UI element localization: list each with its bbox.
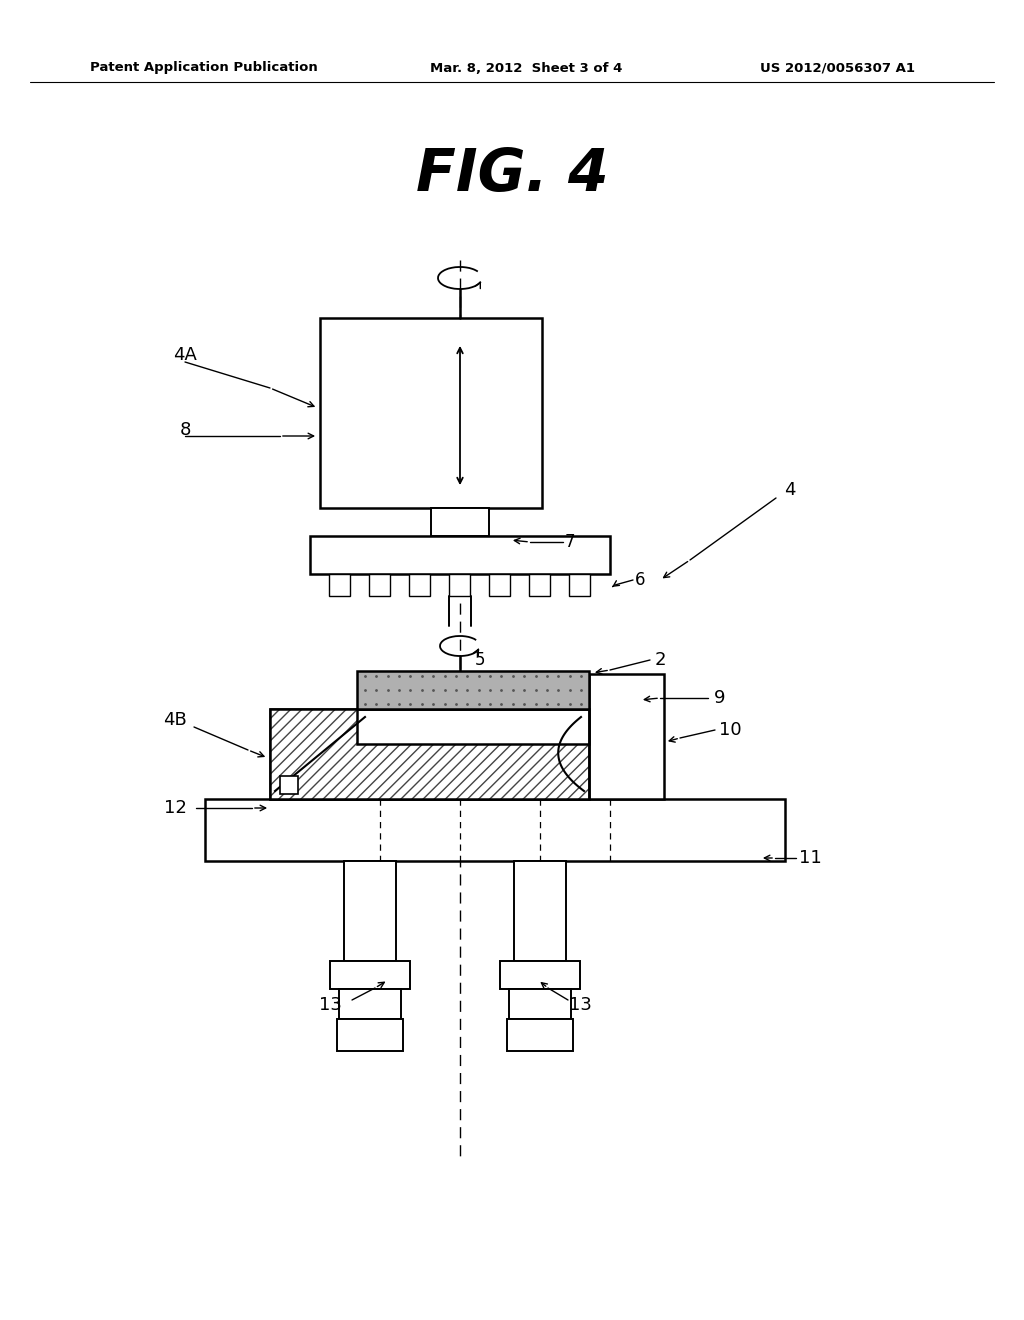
Bar [280, 776, 298, 795]
Bar [344, 861, 396, 961]
Bar [589, 675, 664, 799]
Bar [409, 574, 430, 597]
Bar [489, 574, 510, 597]
Text: 6: 6 [635, 572, 645, 589]
Text: 11: 11 [799, 849, 821, 867]
Bar [205, 799, 785, 861]
Bar [431, 508, 489, 536]
Text: 10: 10 [719, 721, 741, 739]
Text: 8: 8 [179, 421, 190, 440]
Bar [329, 574, 350, 597]
Text: 9: 9 [715, 689, 726, 708]
Bar [337, 1019, 403, 1051]
Text: Mar. 8, 2012  Sheet 3 of 4: Mar. 8, 2012 Sheet 3 of 4 [430, 62, 623, 74]
Bar [529, 574, 550, 597]
Bar [270, 709, 589, 799]
Bar [507, 1019, 573, 1051]
Bar [369, 574, 390, 597]
Bar [449, 574, 470, 597]
Text: 4B: 4B [163, 711, 186, 729]
Text: 13: 13 [568, 997, 592, 1014]
Bar [509, 989, 571, 1019]
Bar [357, 671, 589, 709]
Text: US 2012/0056307 A1: US 2012/0056307 A1 [760, 62, 915, 74]
Text: 13: 13 [318, 997, 341, 1014]
Bar [319, 318, 542, 508]
Bar [270, 709, 589, 799]
Bar [357, 709, 589, 744]
Text: 2: 2 [654, 651, 666, 669]
Text: 4: 4 [784, 480, 796, 499]
Bar [330, 961, 410, 989]
Bar [514, 861, 566, 961]
Text: 4A: 4A [173, 346, 197, 364]
Bar [310, 536, 610, 574]
Bar [500, 961, 580, 989]
Text: 5: 5 [475, 651, 485, 669]
Text: 12: 12 [164, 799, 186, 817]
Text: Patent Application Publication: Patent Application Publication [90, 62, 317, 74]
Bar [569, 574, 590, 597]
Bar [270, 709, 589, 799]
Text: FIG. 4: FIG. 4 [416, 147, 608, 203]
Text: 7: 7 [565, 533, 575, 550]
Bar [339, 989, 401, 1019]
